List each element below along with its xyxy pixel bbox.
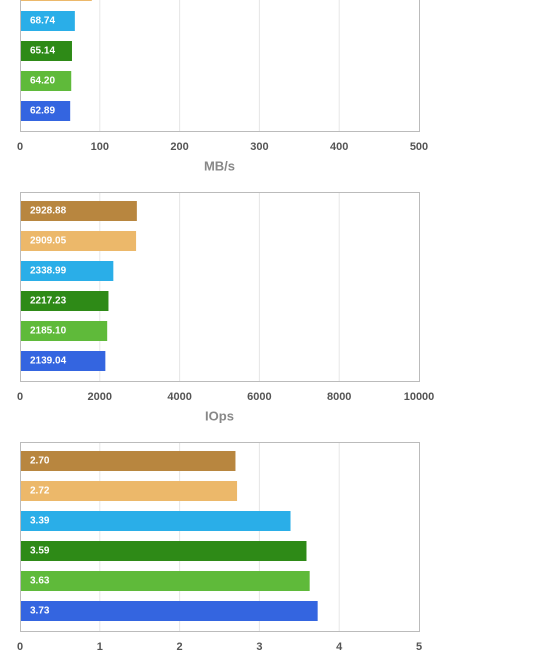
x-axis-label: MB/s xyxy=(204,158,235,173)
x-tick-label: 6000 xyxy=(247,391,271,403)
bar xyxy=(21,601,318,621)
x-tick-label: 0 xyxy=(17,391,23,403)
x-tick-label: 400 xyxy=(330,141,348,153)
x-tick-label: 200 xyxy=(170,141,188,153)
value-label: 3.73 xyxy=(30,606,50,617)
x-tick-label: 500 xyxy=(410,141,428,153)
bar xyxy=(21,261,114,281)
bar xyxy=(21,201,137,221)
x-tick-label: 4 xyxy=(336,641,343,653)
plot-area xyxy=(20,192,420,382)
value-label: 2217.23 xyxy=(30,296,67,307)
x-tick-label: 1 xyxy=(97,641,103,653)
value-label: 3.39 xyxy=(30,516,50,527)
bar xyxy=(21,231,137,251)
value-label: 65.14 xyxy=(30,46,55,57)
x-tick-label: 4000 xyxy=(167,391,191,403)
x-tick-label: 2 xyxy=(177,641,183,653)
bar xyxy=(21,101,71,121)
bar xyxy=(21,541,307,561)
bar xyxy=(21,0,92,1)
bar xyxy=(21,351,106,371)
x-tick-label: 5 xyxy=(416,641,422,653)
x-tick-label: 8000 xyxy=(327,391,351,403)
plot-area xyxy=(20,442,420,632)
x-tick-label: 0 xyxy=(17,641,23,653)
value-label: 2.70 xyxy=(30,456,50,467)
x-tick-label: 0 xyxy=(17,141,23,153)
bar xyxy=(21,41,72,61)
x-tick-label: 3 xyxy=(256,641,262,653)
x-tick-label: 300 xyxy=(250,141,268,153)
x-tick-label: 100 xyxy=(91,141,109,153)
value-label: 2338.99 xyxy=(30,266,67,277)
value-label: 3.63 xyxy=(30,576,50,587)
value-label: 2139.04 xyxy=(30,356,67,367)
x-tick-label: 2000 xyxy=(88,391,112,403)
value-label: 2.72 xyxy=(30,486,50,497)
value-label: 68.74 xyxy=(30,16,55,27)
bar xyxy=(21,451,236,471)
bar xyxy=(21,571,310,591)
x-tick-label: 10000 xyxy=(404,391,435,403)
bar xyxy=(21,511,291,531)
value-label: 64.20 xyxy=(30,76,55,87)
bar xyxy=(21,291,109,311)
value-label: 2185.10 xyxy=(30,326,67,337)
plot-area xyxy=(20,0,420,132)
value-label: 2909.05 xyxy=(30,236,67,247)
x-axis-label: IOps xyxy=(205,408,234,423)
bar xyxy=(21,71,72,91)
value-label: 62.89 xyxy=(30,106,55,117)
bar xyxy=(21,481,238,501)
bar xyxy=(21,321,108,341)
bar xyxy=(21,11,75,31)
value-label: 3.59 xyxy=(30,546,50,557)
value-label: 2928.88 xyxy=(30,206,67,217)
